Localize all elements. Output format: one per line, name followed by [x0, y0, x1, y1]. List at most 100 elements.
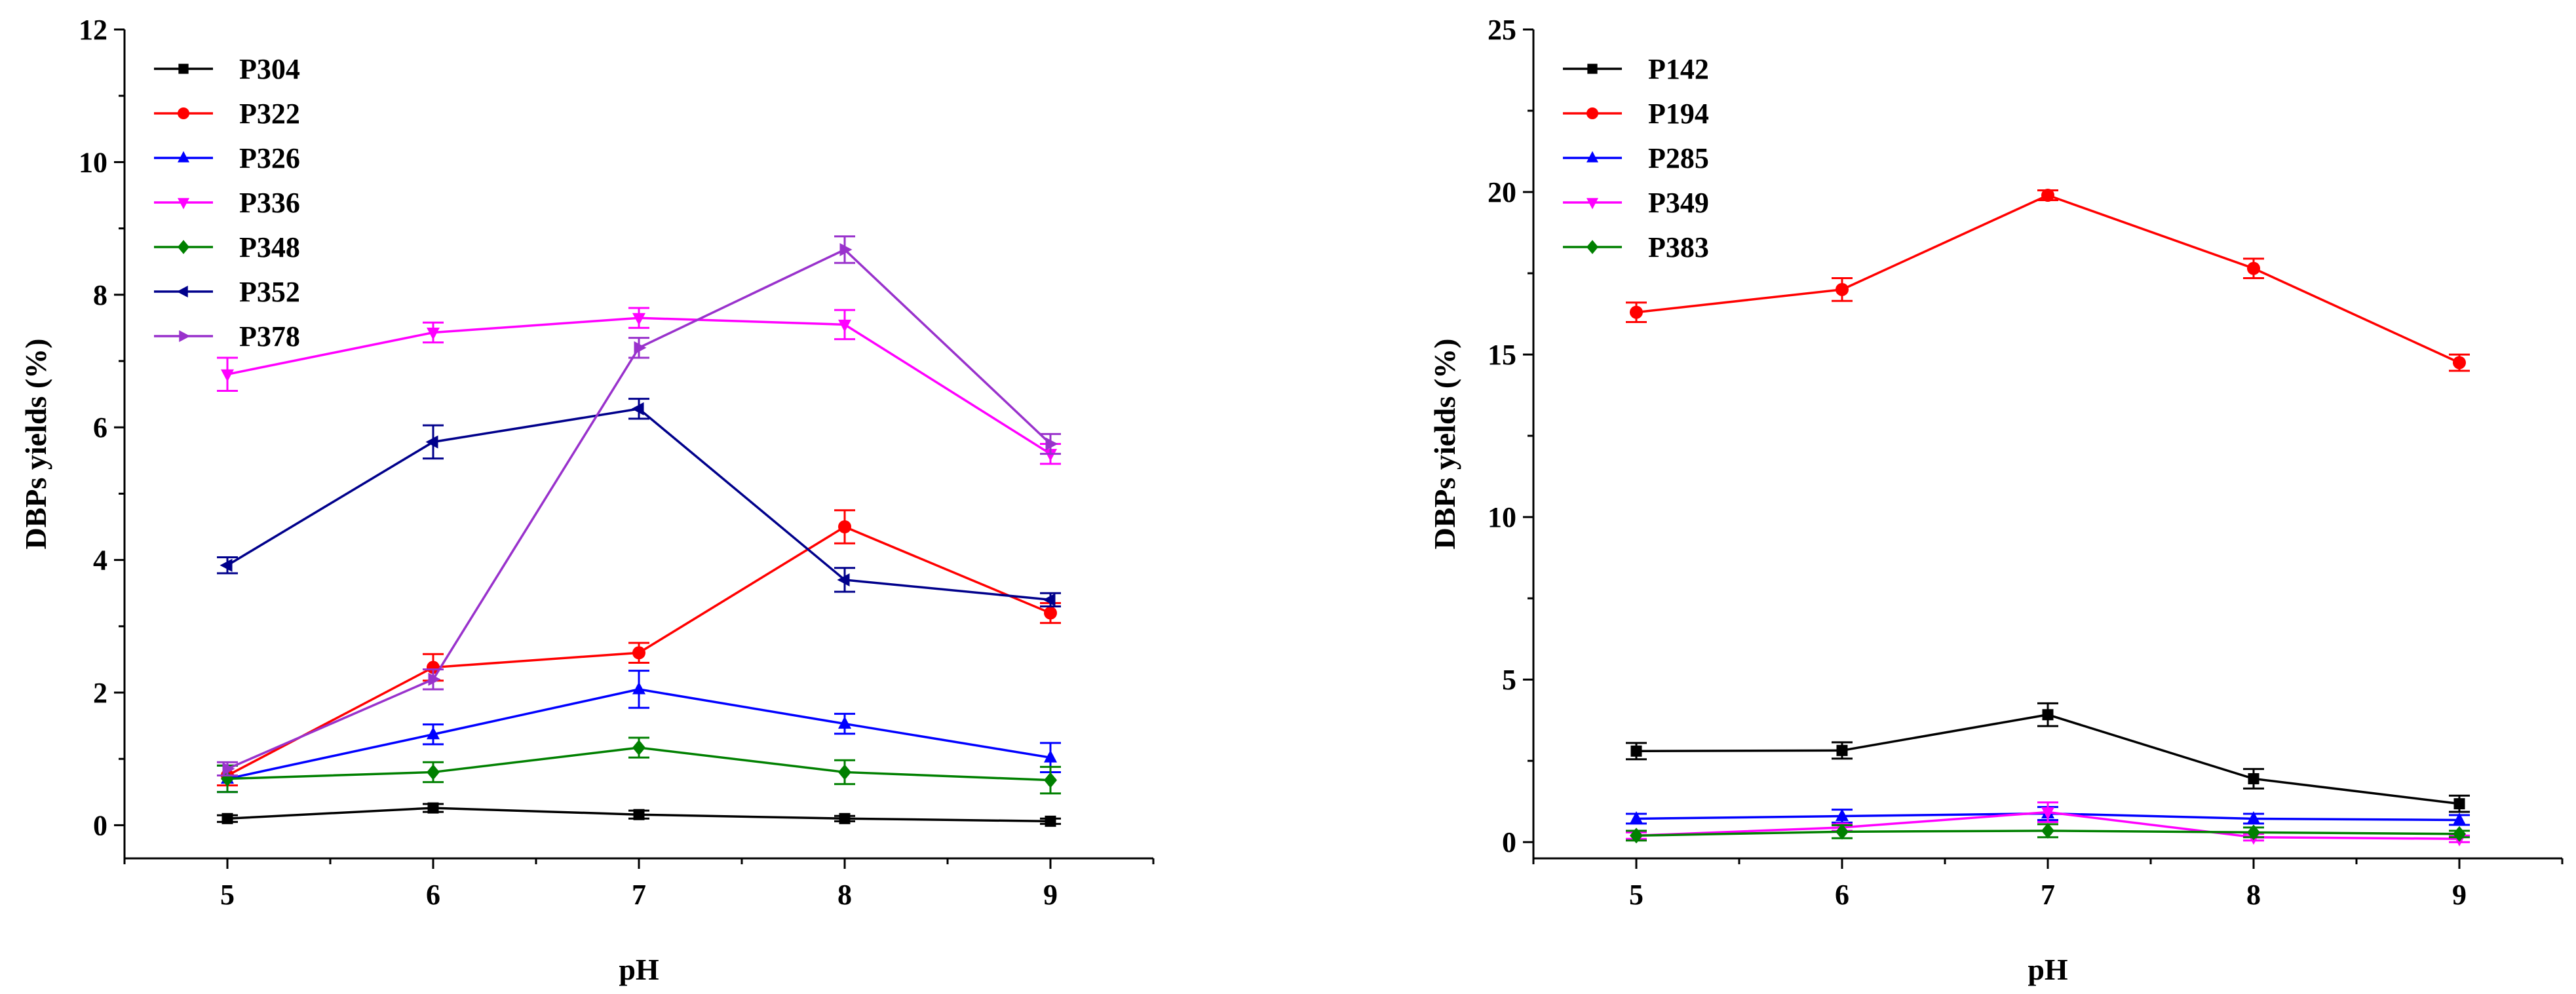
x-tick-label: 8: [2246, 879, 2261, 911]
legend-marker: [178, 64, 189, 74]
data-point: [1630, 745, 1642, 757]
y-tick-label: 8: [93, 279, 107, 311]
data-point: [1045, 437, 1058, 451]
data-point: [632, 646, 645, 660]
data-point: [1043, 593, 1056, 607]
series-P326: [217, 670, 1061, 793]
legend-marker: [1586, 151, 1598, 162]
legend-item-P378: P378: [154, 320, 300, 353]
legend-marker: [178, 240, 189, 254]
series-P142: [1626, 702, 2470, 813]
series-P348: [217, 736, 1061, 795]
chart-panel-1: 0 2 4 6 8 10 12 5 6 7 8 9 pH DBPs yields (%) P304 P322 P…: [19, 14, 1155, 986]
data-point: [2042, 709, 2054, 721]
y-tick-label: 15: [1488, 339, 1516, 371]
x-tick-label: 7: [2041, 879, 2055, 911]
data-point: [427, 327, 440, 340]
x-axis-title: pH: [619, 953, 659, 986]
data-point: [221, 369, 234, 382]
data-point: [2453, 812, 2466, 825]
chart-panel-2: 0 5 10 15 20 25 5 6 7 8 9 pH DBPs yields (%) P142 P194…: [1428, 14, 2564, 986]
data-point: [428, 672, 441, 686]
y-tick-label: 0: [1502, 826, 1516, 858]
y-tick-label: 10: [1488, 501, 1516, 533]
x-tick-label: 5: [1629, 879, 1644, 911]
legend-item-P285: P285: [1563, 142, 1709, 174]
y-tick-label: 4: [93, 545, 107, 577]
series-P194: [1626, 189, 2470, 372]
legend-item-P349: P349: [1563, 187, 1709, 219]
data-point: [1045, 815, 1056, 827]
legend-item-P326: P326: [154, 142, 300, 174]
legend-item-P336: P336: [154, 187, 300, 219]
data-point: [1044, 449, 1057, 462]
y-tick-label: 2: [93, 677, 107, 709]
series-line: [227, 408, 1051, 602]
data-point: [2247, 811, 2260, 824]
series-line: [1636, 713, 2460, 805]
y-tick-label: 5: [1502, 664, 1516, 696]
x-tick-label: 8: [837, 879, 852, 911]
x-tick-label: 9: [2452, 879, 2467, 911]
data-point: [838, 520, 851, 533]
legend-label: P326: [239, 142, 300, 174]
legend-label: P378: [239, 320, 300, 353]
data-point: [425, 435, 438, 449]
data-point: [427, 764, 440, 780]
legend-item-P383: P383: [1563, 231, 1709, 263]
legend-label: P322: [239, 98, 300, 130]
legend-label: P304: [239, 53, 300, 85]
y-tick-label: 0: [93, 809, 107, 841]
data-point: [634, 341, 647, 354]
data-point: [838, 764, 851, 780]
data-point: [839, 812, 851, 824]
legend-label: P352: [239, 276, 300, 308]
data-point: [1044, 750, 1057, 763]
legend-label: P383: [1648, 231, 1709, 263]
series-line: [1636, 194, 2460, 364]
series-P383: [1626, 822, 2470, 844]
legend-marker: [1586, 198, 1598, 210]
data-point: [2247, 261, 2260, 275]
data-point: [837, 573, 850, 586]
x-tick-label: 7: [632, 879, 646, 911]
y-tick-label: 25: [1488, 14, 1516, 46]
legend-label: P194: [1648, 98, 1709, 130]
legend-marker: [179, 330, 191, 342]
data-point: [2041, 807, 2054, 820]
legend-item-P348: P348: [154, 231, 300, 263]
legend-marker: [1586, 240, 1598, 254]
legend-marker: [1587, 64, 1598, 74]
legend-item-P142: P142: [1563, 53, 1709, 85]
data-point: [221, 812, 233, 824]
legend-item-P352: P352: [154, 276, 300, 308]
x-tick-label: 6: [1835, 879, 1849, 911]
data-point: [1836, 744, 1848, 756]
data-point: [1836, 824, 1849, 840]
data-point: [2453, 826, 2466, 842]
data-point: [2453, 798, 2465, 810]
x-axis-title: pH: [2028, 953, 2068, 986]
data-point: [838, 716, 851, 729]
legend-marker: [176, 286, 188, 297]
y-tick-label: 12: [79, 14, 107, 46]
legend-label: P142: [1648, 53, 1709, 85]
data-point: [839, 242, 853, 256]
legend-item-P322: P322: [154, 98, 300, 130]
data-point: [1630, 811, 1643, 824]
y-tick-label: 6: [93, 411, 107, 444]
data-point: [1044, 772, 1057, 788]
data-point: [632, 313, 645, 326]
y-tick-label: 20: [1488, 176, 1516, 208]
series-P336: [217, 307, 1061, 465]
y-tick-label: 10: [79, 146, 107, 178]
x-tick-label: 6: [426, 879, 440, 911]
legend-label: P285: [1648, 142, 1709, 174]
data-point: [2247, 824, 2260, 841]
data-point: [427, 802, 439, 814]
data-point: [427, 660, 440, 674]
series-P378: [217, 235, 1061, 776]
data-point: [220, 558, 233, 572]
data-point: [632, 739, 645, 755]
